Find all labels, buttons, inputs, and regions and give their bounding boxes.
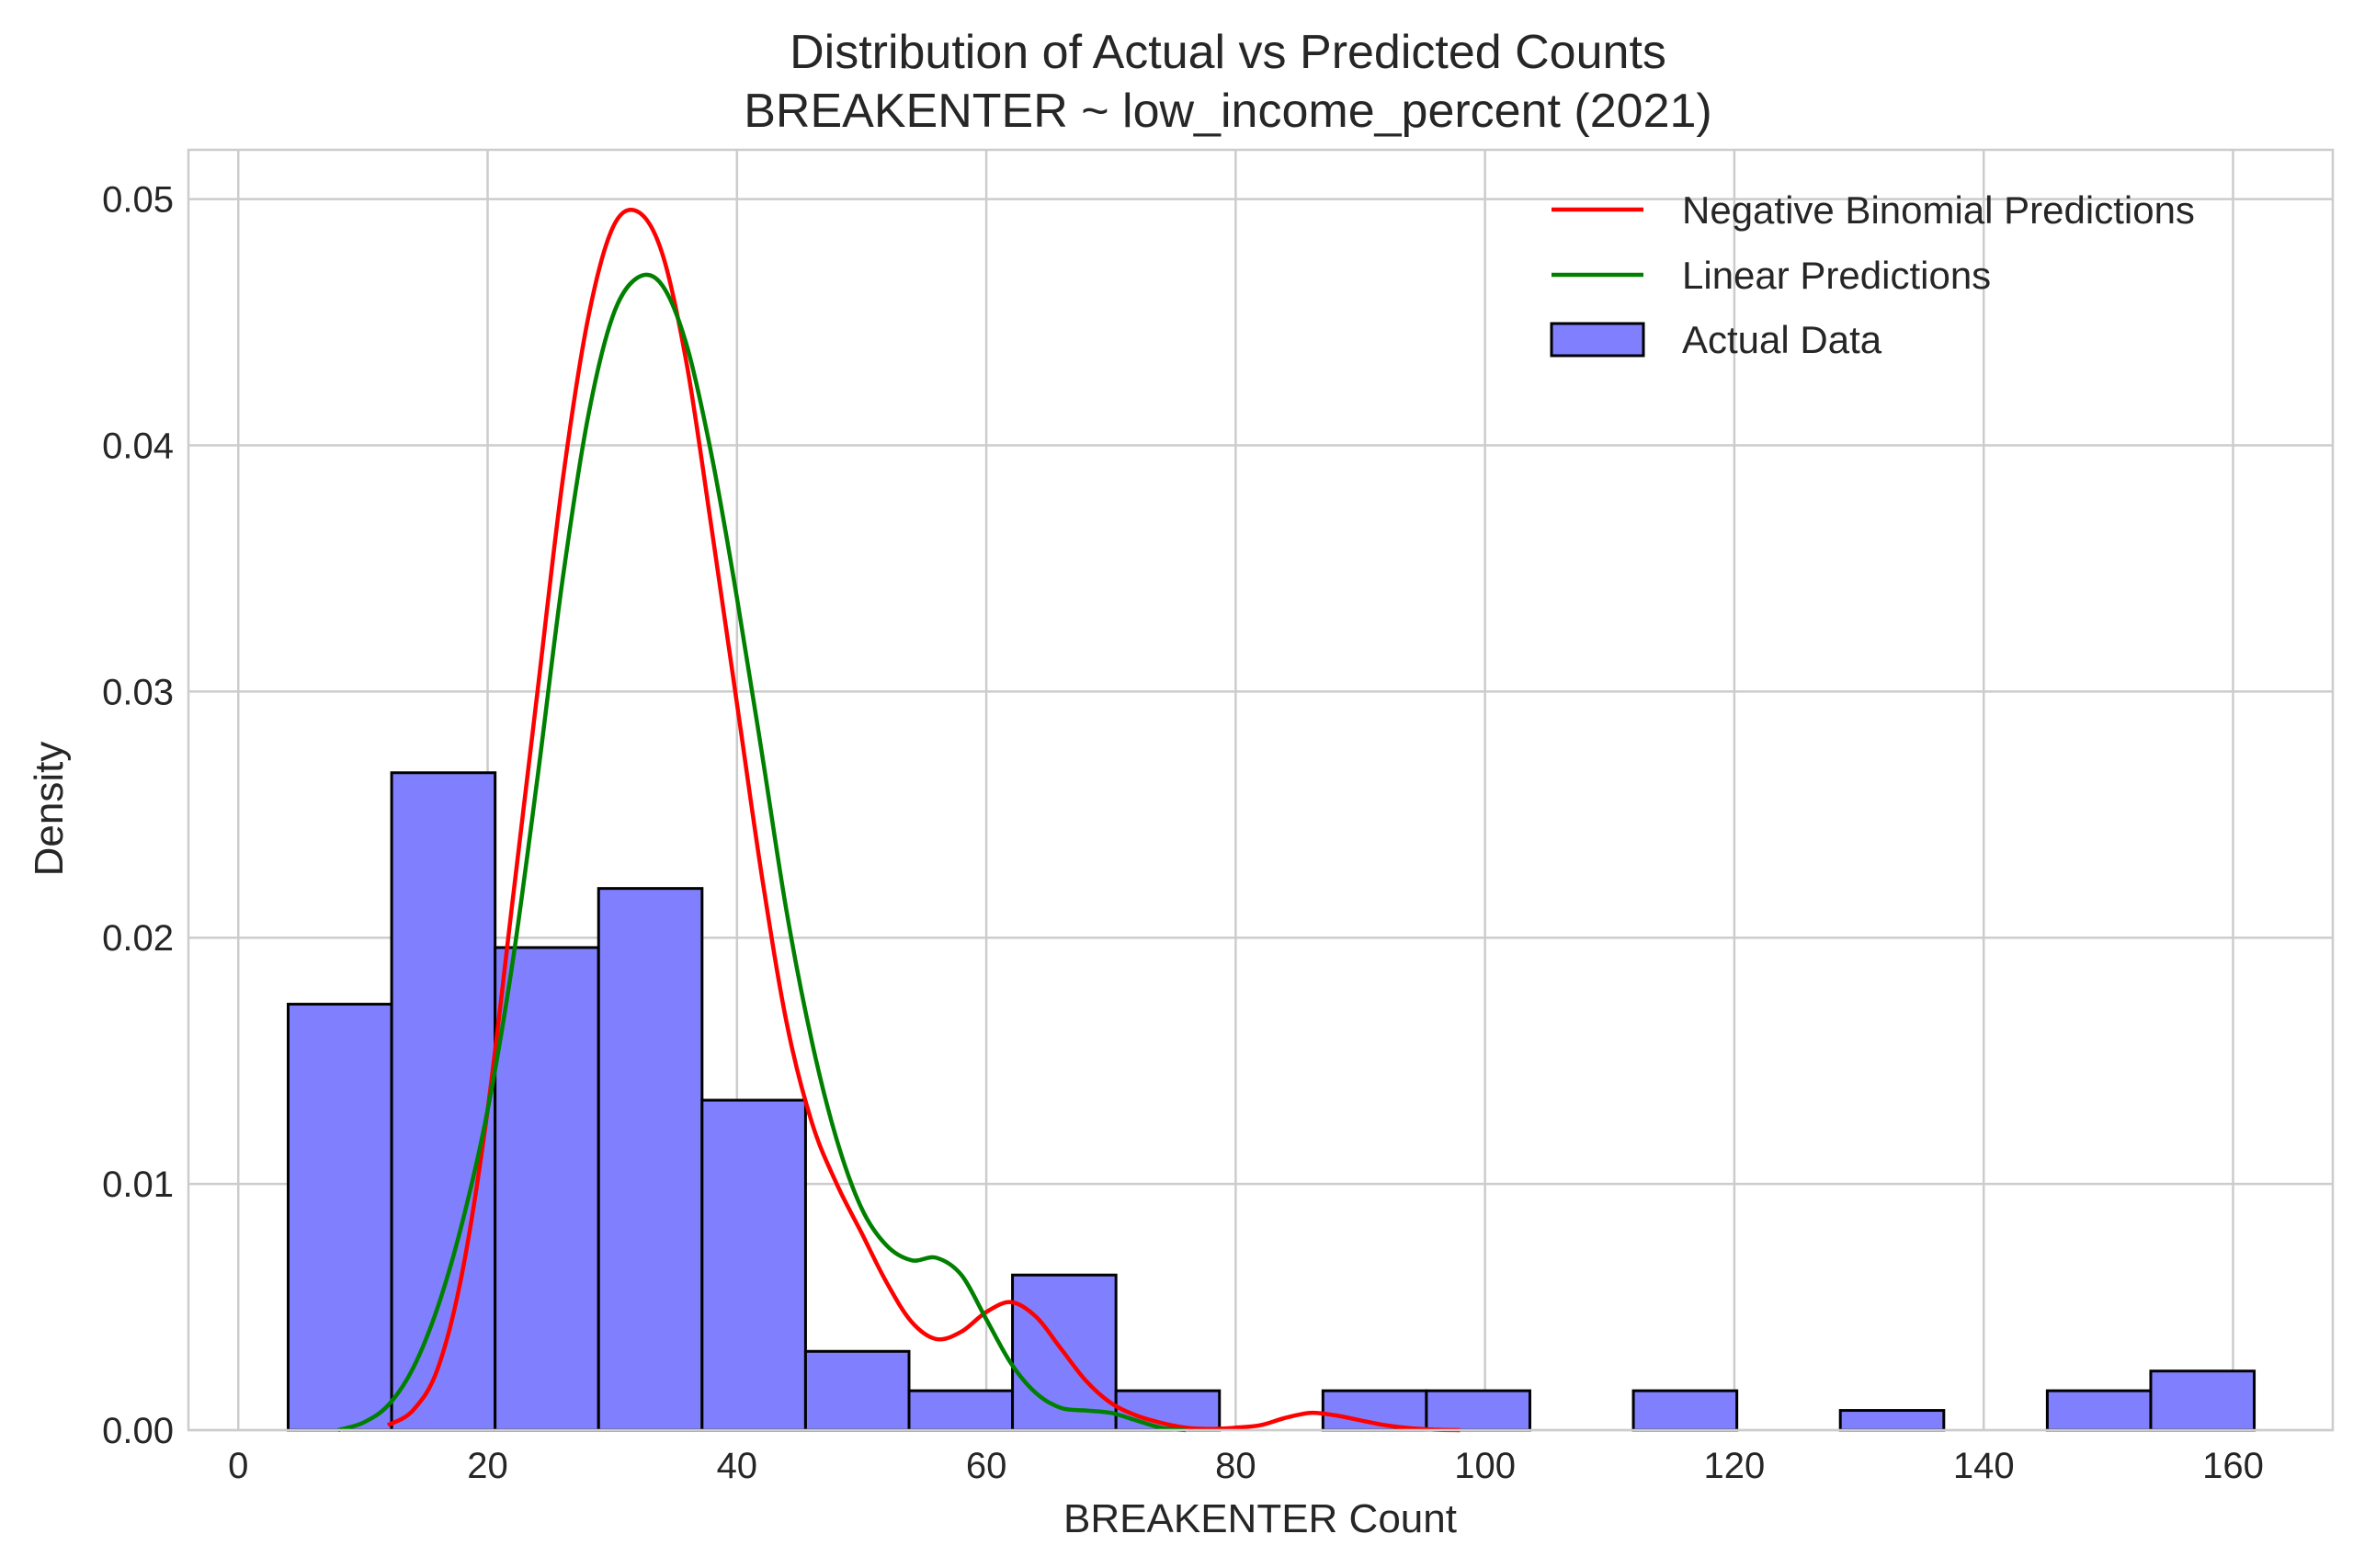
histogram-bar	[907, 1389, 1015, 1432]
legend-label-negative-binomial: Negative Binomial Predictions	[1682, 188, 2195, 232]
histogram-bars	[287, 771, 2256, 1432]
x-tick-label: 60	[966, 1446, 1007, 1486]
x-tick-label: 120	[1704, 1446, 1766, 1486]
y-axis-label: Density	[27, 742, 72, 877]
histogram-bar	[1631, 1389, 1739, 1432]
chart-subtitle: BREAKENTER ~ low_income_percent (2021)	[744, 85, 1711, 138]
histogram-bar	[2149, 1369, 2256, 1432]
x-tick-label: 0	[228, 1446, 248, 1486]
histogram-bar	[494, 946, 600, 1432]
y-tick-label: 0.01	[102, 1165, 174, 1205]
x-tick-label: 20	[467, 1446, 508, 1486]
legend: Negative Binomial Predictions Linear Pre…	[1550, 188, 2195, 361]
y-tick-label: 0.02	[102, 918, 174, 959]
x-tick-label: 40	[717, 1446, 758, 1486]
y-tick-label: 0.03	[102, 672, 174, 712]
y-axis-ticks: 0.00 0.01 0.02 0.03 0.04 0.05	[102, 180, 174, 1451]
x-axis-ticks: 0 20 40 60 80 100 120 140 160	[228, 1446, 2264, 1486]
x-axis-label: BREAKENTER Count	[1063, 1496, 1457, 1541]
x-tick-label: 100	[1454, 1446, 1516, 1486]
histogram-bar	[1838, 1409, 1946, 1432]
linear-predictions-curve	[337, 272, 1187, 1433]
y-tick-label: 0.04	[102, 426, 174, 466]
negative-binomial-curve	[386, 207, 1461, 1433]
x-tick-label: 160	[2202, 1446, 2264, 1486]
histogram-bar	[287, 1003, 393, 1432]
legend-label-actual: Actual Data	[1682, 318, 1882, 361]
chart-title: Distribution of Actual vs Predicted Coun…	[790, 26, 1666, 79]
histogram-bar	[803, 1349, 911, 1432]
plot-frame	[187, 148, 2335, 1432]
histogram-bar	[1425, 1389, 1531, 1432]
histogram-bar	[390, 771, 497, 1432]
series-lines	[337, 207, 1461, 1433]
histogram-bar	[2045, 1389, 2153, 1432]
y-tick-label: 0.05	[102, 180, 174, 221]
histogram-bar	[700, 1098, 807, 1432]
x-tick-label: 140	[1953, 1446, 2015, 1486]
legend-patch-actual	[1550, 322, 1645, 358]
x-tick-label: 80	[1215, 1446, 1256, 1486]
histogram-bar	[597, 887, 704, 1432]
y-tick-label: 0.00	[102, 1411, 174, 1451]
legend-label-linear: Linear Predictions	[1682, 254, 1991, 297]
